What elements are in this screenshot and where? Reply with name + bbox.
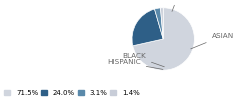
Text: HISPANIC: HISPANIC [107,59,163,69]
Wedge shape [133,8,194,70]
Wedge shape [161,8,163,39]
Text: WHITE: WHITE [166,0,189,11]
Text: BLACK: BLACK [122,53,164,67]
Text: ASIAN: ASIAN [191,33,234,49]
Wedge shape [155,8,163,39]
Wedge shape [132,9,163,46]
Legend: 71.5%, 24.0%, 3.1%, 1.4%: 71.5%, 24.0%, 3.1%, 1.4% [3,89,140,96]
